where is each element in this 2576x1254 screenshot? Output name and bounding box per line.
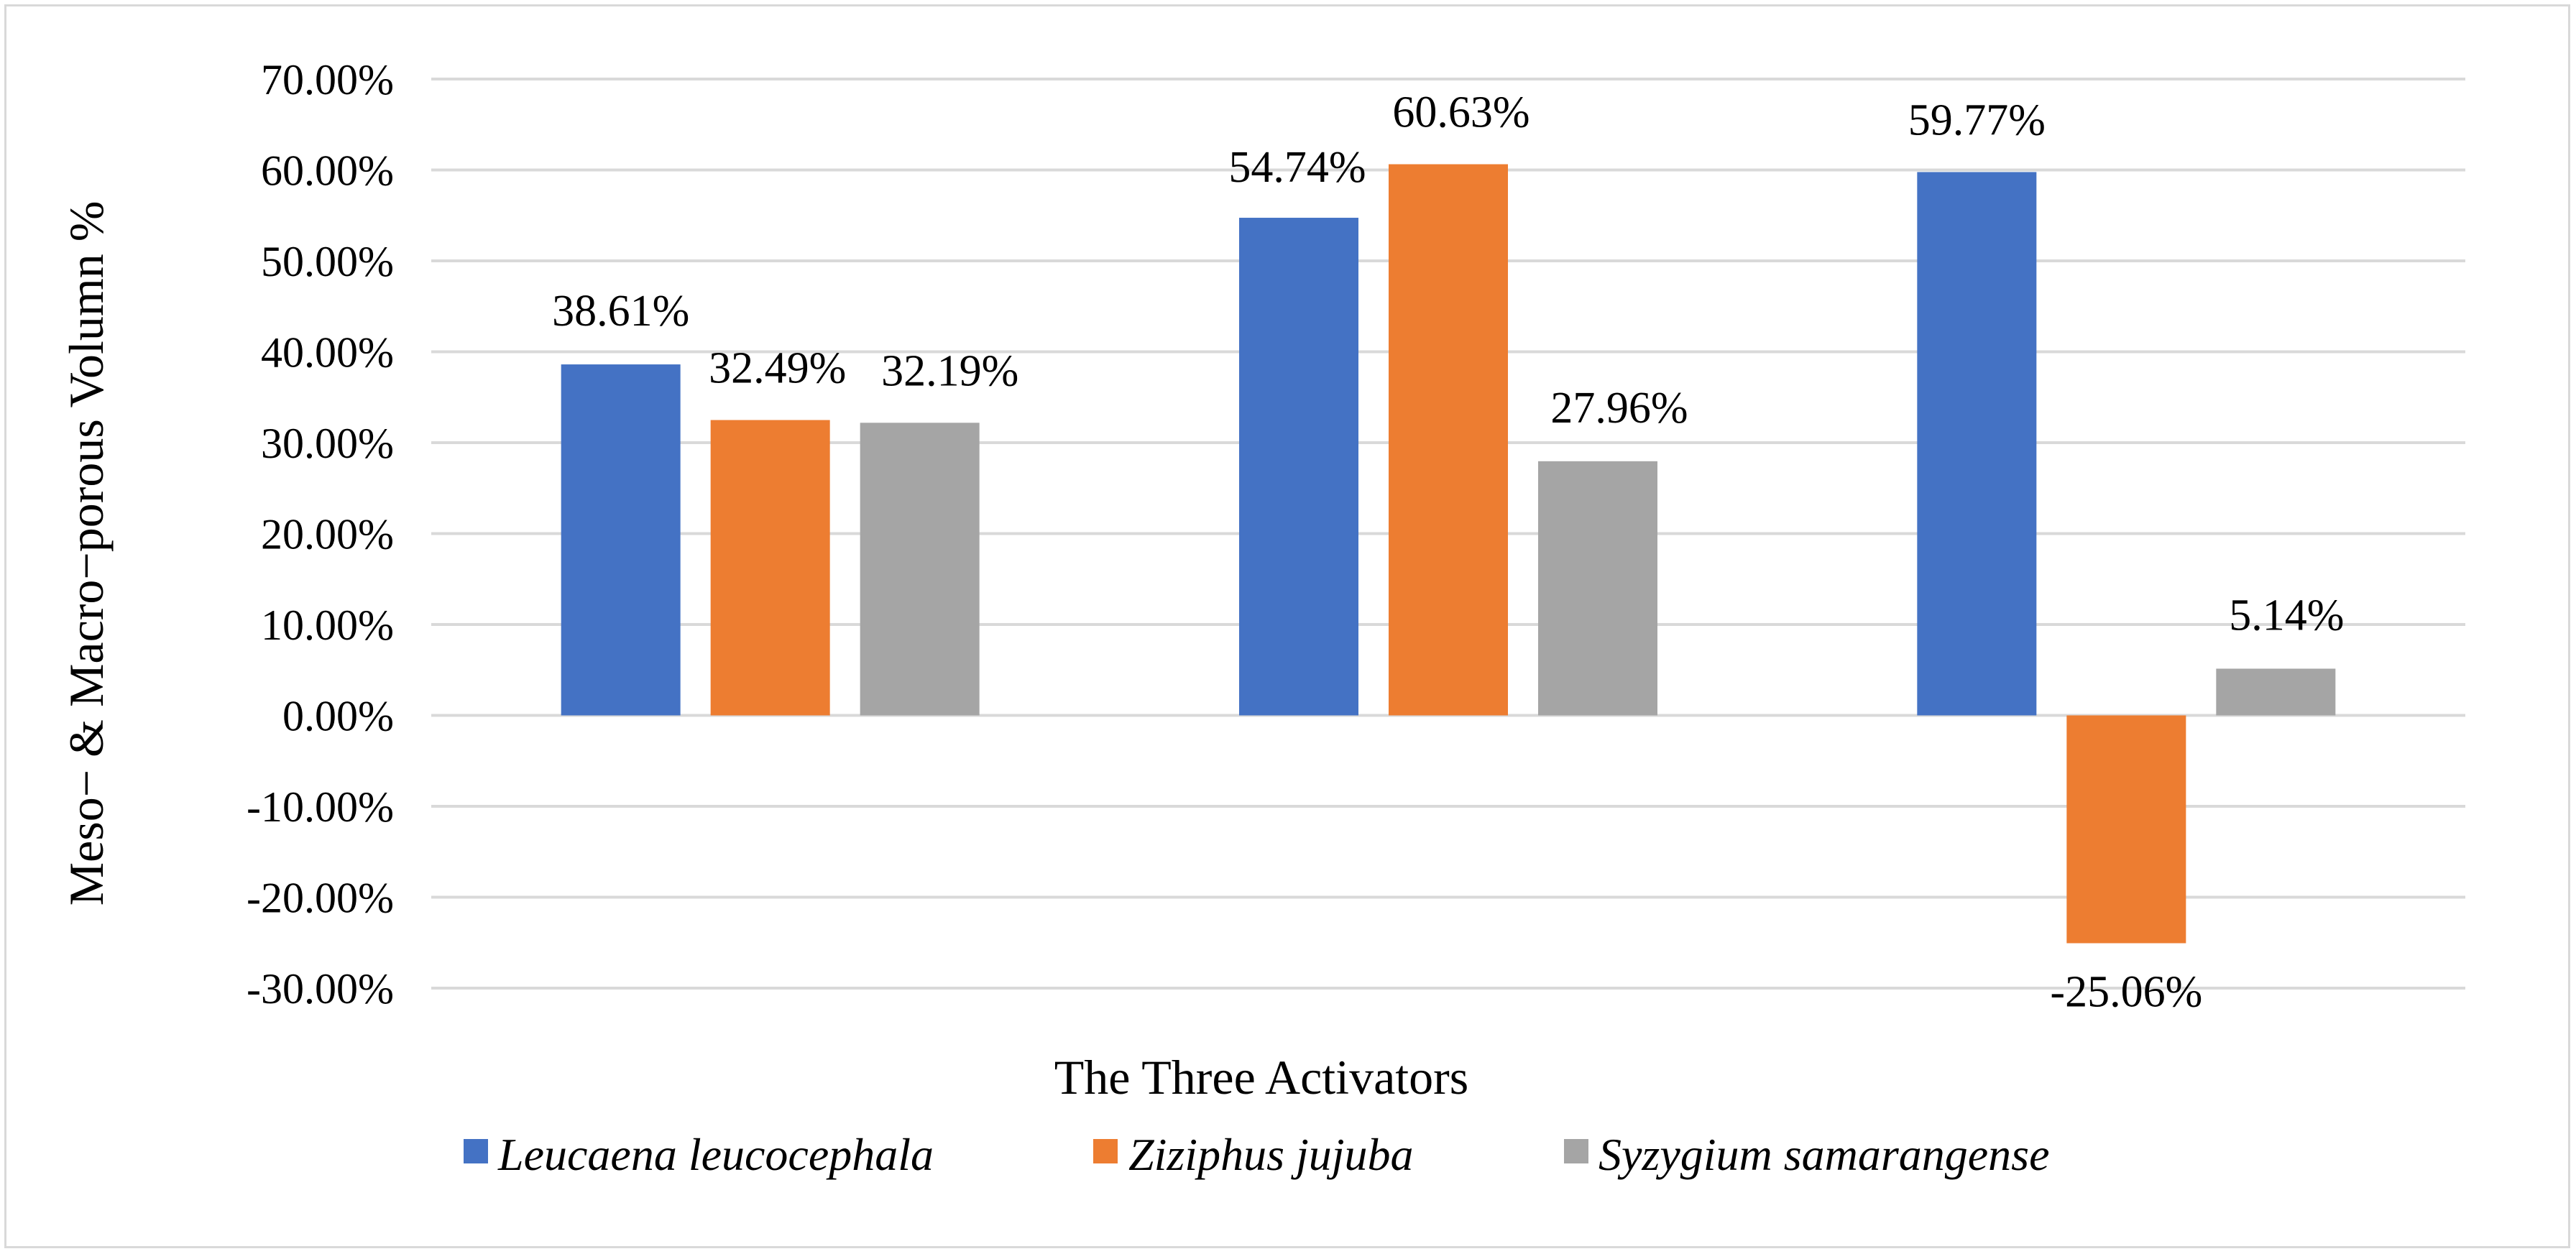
data-label: 59.77% [1908,96,2046,144]
data-label: 5.14% [2229,591,2344,640]
bar [1917,172,2037,716]
x-axis-title: The Three Activators [1054,1050,1469,1105]
legend-label: Leucaena leucocephala [497,1129,934,1180]
data-label: 27.96% [1550,384,1688,433]
bar [860,423,980,716]
y-tick-label: 30.00% [261,420,394,467]
data-label: 60.63% [1392,88,1530,137]
y-tick-label: 10.00% [261,601,394,649]
y-tick-labels: 70.00% 60.00% 50.00% 40.00% 30.00% 20.00% 10.0… [247,56,394,1013]
legend-swatch [1093,1139,1118,1163]
y-tick-label: -20.00% [247,875,394,922]
y-tick-label: 0.00% [282,693,394,740]
y-tick-label: 40.00% [261,329,394,377]
bar [710,420,830,716]
y-tick-label: 50.00% [261,238,394,285]
bar [1538,461,1657,716]
y-tick-label: -30.00% [247,965,394,1013]
y-tick-label: 70.00% [261,56,394,103]
legend-swatch [1564,1139,1588,1163]
legend: Leucaena leucocephala Ziziphus jujuba Syzy… [464,1129,2049,1180]
data-label: 32.19% [881,346,1018,395]
y-tick-label: -10.00% [247,783,394,831]
legend-label: Ziziphus jujuba [1128,1129,1414,1180]
bars [561,164,2336,944]
data-label: 32.49% [709,344,846,393]
y-tick-label: 60.00% [261,147,394,195]
y-axis-title: Meso− & Macro−porous Volumn % [59,201,114,906]
data-label: 54.74% [1228,143,1366,192]
bar [2216,668,2336,716]
data-label: -25.06% [2050,968,2202,1017]
gridlines [431,78,2465,990]
data-label: 38.61% [552,287,689,336]
data-labels: 38.61% 54.74% 59.77% 32.49% 60.63% -25.06% 32.… [552,88,2344,1017]
bar [1239,218,1358,716]
legend-swatch [464,1139,488,1163]
bar [561,364,681,716]
y-tick-label: 20.00% [261,511,394,558]
bar [2066,715,2186,944]
legend-label: Syzygium samarangense [1598,1129,2049,1180]
bar [1389,164,1508,716]
